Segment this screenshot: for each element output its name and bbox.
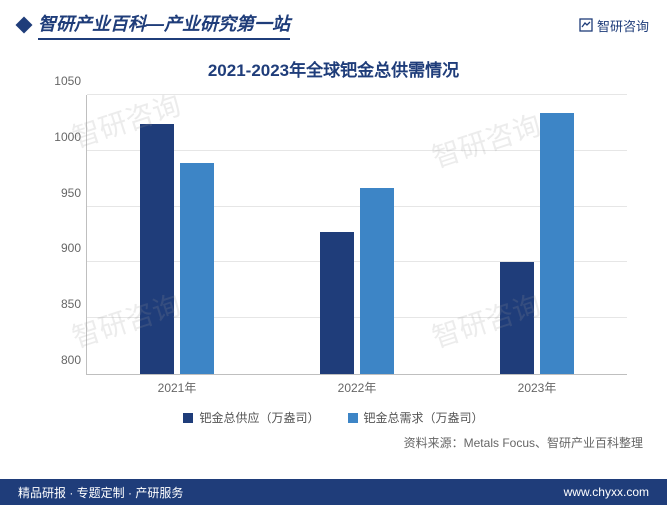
footer-right: www.chyxx.com xyxy=(564,485,649,499)
brand-text: 智研咨询 xyxy=(597,16,649,35)
legend-item: 钯金总供应（万盎司） xyxy=(183,409,319,426)
brand-icon xyxy=(579,18,593,32)
bar xyxy=(540,113,574,374)
bar-group xyxy=(500,113,574,374)
legend-item: 钯金总需求（万盎司） xyxy=(348,409,484,426)
bar xyxy=(360,188,394,374)
y-tick-label: 850 xyxy=(47,297,81,311)
bar xyxy=(500,262,534,374)
chart-title: 2021-2023年全球钯金总供需情况 xyxy=(0,56,667,81)
gridline xyxy=(87,94,627,95)
y-tick-label: 1050 xyxy=(47,74,81,88)
y-tick-label: 800 xyxy=(47,353,81,367)
legend: 钯金总供应（万盎司） 钯金总需求（万盎司） xyxy=(0,409,667,426)
bar xyxy=(320,232,354,374)
plot-region: 800850900950100010502021年2022年2023年 xyxy=(86,95,627,375)
legend-label: 钯金总供应（万盎司） xyxy=(199,409,319,426)
footer-left: 精品研报 · 专题定制 · 产研服务 xyxy=(18,484,183,501)
chart-area: 800850900950100010502021年2022年2023年 xyxy=(50,95,637,405)
bar xyxy=(180,163,214,374)
bar-group xyxy=(140,124,214,374)
x-tick-label: 2021年 xyxy=(137,379,217,396)
bar-group xyxy=(320,188,394,374)
header-left: 智研产业百科—产业研究第一站 xyxy=(18,10,290,40)
diamond-icon xyxy=(16,17,33,34)
x-tick-label: 2022年 xyxy=(317,379,397,396)
source-text: 资料来源：Metals Focus、智研产业百科整理 xyxy=(0,434,667,451)
page-title: 智研产业百科—产业研究第一站 xyxy=(38,10,290,40)
footer: 精品研报 · 专题定制 · 产研服务 www.chyxx.com xyxy=(0,479,667,505)
y-tick-label: 950 xyxy=(47,186,81,200)
y-tick-label: 1000 xyxy=(47,130,81,144)
x-tick-label: 2023年 xyxy=(497,379,577,396)
bar xyxy=(140,124,174,374)
header: 智研产业百科—产业研究第一站 智研咨询 xyxy=(0,0,667,46)
legend-swatch xyxy=(348,413,358,423)
legend-label: 钯金总需求（万盎司） xyxy=(364,409,484,426)
y-tick-label: 900 xyxy=(47,241,81,255)
legend-swatch xyxy=(183,413,193,423)
brand-badge: 智研咨询 xyxy=(579,16,649,35)
